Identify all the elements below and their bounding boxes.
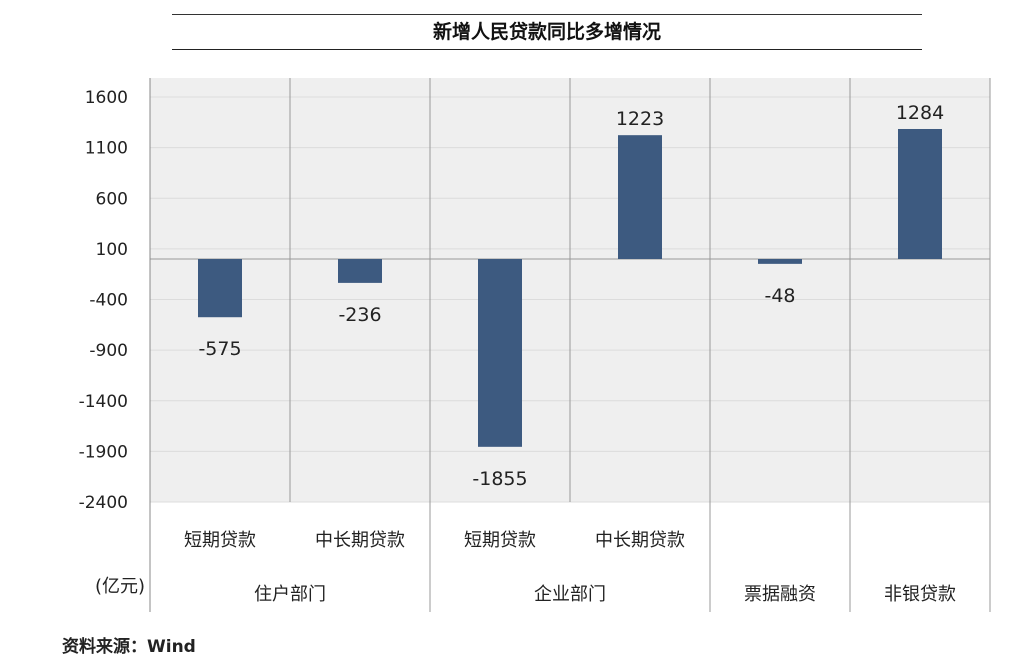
unit-label: (亿元) [95, 576, 145, 597]
data-label: 1223 [616, 108, 664, 130]
bar [618, 135, 662, 259]
group-label: 企业部门 [534, 584, 606, 605]
data-label: -236 [338, 304, 381, 326]
data-label: -1855 [472, 468, 527, 490]
category-label: 短期贷款 [184, 530, 256, 551]
bar [338, 259, 382, 283]
chart-title: 新增人民贷款同比多增情况 [432, 21, 661, 43]
source-note: 资料来源：Wind [62, 637, 196, 657]
y-tick-label: -1400 [79, 392, 128, 412]
bar [898, 128, 942, 259]
group-label: 住户部门 [254, 584, 326, 605]
y-tick-label: -400 [89, 291, 128, 311]
y-tick-label: 100 [96, 240, 128, 260]
bar [478, 259, 522, 447]
group-label: 非银贷款 [884, 584, 956, 605]
category-label: 短期贷款 [464, 530, 536, 551]
data-label: 1284 [896, 102, 944, 124]
bar [198, 259, 242, 318]
y-tick-label: -2400 [79, 493, 128, 513]
chart-title-frame: 新增人民贷款同比多增情况 [172, 14, 922, 50]
data-label: -575 [198, 338, 241, 360]
data-label: -48 [764, 285, 795, 307]
y-tick-label: 1100 [85, 139, 128, 159]
y-tick-label: -1900 [79, 442, 128, 462]
category-label: 中长期贷款 [315, 530, 405, 551]
y-tick-label: 600 [96, 189, 128, 209]
bar [758, 259, 802, 264]
category-label: 中长期贷款 [595, 530, 685, 551]
y-tick-label: -900 [89, 341, 128, 361]
y-tick-label: 1600 [85, 88, 128, 108]
group-label: 票据融资 [744, 584, 816, 605]
